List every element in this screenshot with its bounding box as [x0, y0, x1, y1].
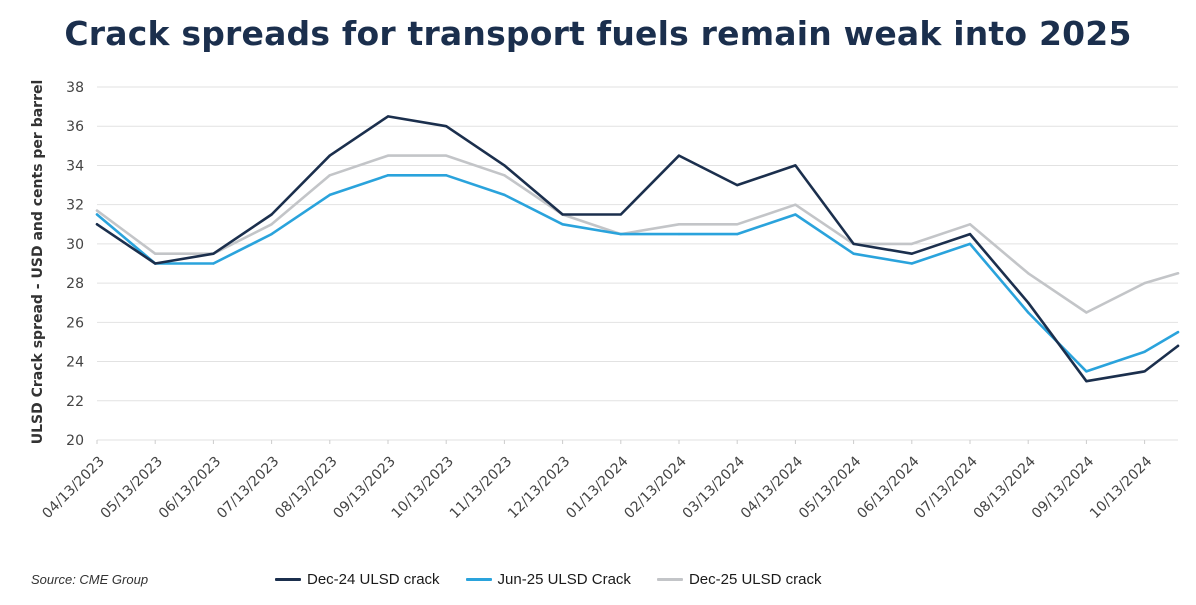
data-point — [794, 203, 797, 206]
x-tick-label: 10/13/2024 — [1087, 453, 1155, 521]
data-point — [386, 115, 390, 118]
x-tick-labels: 04/13/202305/13/202306/13/202307/13/2023… — [39, 440, 1155, 522]
data-point — [677, 154, 681, 157]
data-point — [328, 174, 331, 177]
data-point — [95, 209, 99, 212]
data-point — [794, 164, 797, 167]
data-point — [1143, 350, 1146, 353]
data-point — [677, 232, 681, 236]
data-point — [736, 232, 739, 236]
data-point — [619, 232, 622, 236]
data-point — [619, 213, 622, 216]
data-point — [1027, 301, 1030, 304]
data-point — [852, 242, 855, 246]
chart-title: Crack spreads for transport fuels remain… — [64, 14, 1132, 53]
data-point — [1176, 272, 1180, 275]
data-point — [270, 223, 273, 226]
data-point — [968, 232, 972, 236]
y-tick-label: 26 — [66, 315, 84, 331]
gridlines — [97, 86, 1178, 441]
data-point — [503, 174, 506, 177]
data-point — [1085, 370, 1088, 373]
legend-item-jun25: Jun-25 ULSD Crack — [465, 571, 631, 588]
data-point — [270, 213, 273, 216]
data-point — [794, 213, 797, 216]
data-point — [1027, 311, 1030, 314]
data-point — [561, 213, 564, 216]
data-point — [445, 154, 448, 157]
legend-swatch — [275, 578, 301, 581]
legend: Dec-24 ULSD crack Jun-25 ULSD Crack Dec-… — [275, 571, 821, 588]
legend-label: Dec-24 ULSD crack — [307, 571, 440, 588]
data-point — [154, 262, 157, 265]
series-line-0 — [95, 115, 1180, 383]
data-point — [1027, 272, 1030, 275]
legend-item-dec25: Dec-25 ULSD crack — [656, 571, 822, 588]
y-axis-label: ULSD Crack spread - USD and cents per ba… — [30, 80, 46, 445]
legend-swatch — [656, 578, 683, 581]
y-tick-label: 30 — [66, 237, 84, 253]
data-point — [212, 252, 215, 255]
data-point — [910, 262, 913, 265]
source-note: Source: CME Group — [31, 572, 149, 587]
data-point — [95, 223, 99, 226]
legend-label: Jun-25 ULSD Crack — [497, 571, 631, 588]
data-point — [95, 213, 99, 216]
data-point — [1085, 379, 1088, 383]
data-point — [503, 164, 506, 167]
data-point — [910, 252, 913, 255]
data-point — [270, 232, 273, 236]
y-tick-label: 20 — [66, 433, 84, 449]
y-tick-label: 32 — [66, 198, 84, 214]
data-point — [1085, 311, 1088, 314]
series-line-1 — [95, 174, 1180, 373]
y-tick-labels: 20 22 24 26 28 30 32 34 36 38 — [66, 80, 84, 449]
data-point — [1143, 370, 1146, 373]
data-point — [445, 174, 448, 177]
line-chart: 20 22 24 26 28 30 32 34 36 38 04/13/202305/13/202… — [30, 80, 1180, 522]
data-point — [852, 252, 855, 255]
legend-swatch — [465, 578, 492, 581]
y-tick-label: 36 — [66, 119, 84, 135]
data-point — [561, 223, 564, 226]
data-point — [1176, 330, 1180, 334]
y-tick-label: 24 — [66, 355, 84, 371]
series-line-2 — [95, 154, 1180, 314]
data-point — [212, 262, 215, 265]
data-point — [736, 223, 739, 226]
data-point — [968, 223, 972, 226]
legend-label: Dec-25 ULSD crack — [688, 571, 822, 588]
data-point — [1143, 281, 1146, 285]
y-tick-label: 38 — [66, 80, 84, 96]
y-tick-label: 34 — [66, 158, 84, 174]
data-point — [736, 183, 739, 187]
data-point — [910, 242, 913, 246]
legend-item-dec24: Dec-24 ULSD crack — [275, 571, 440, 588]
data-point — [386, 174, 390, 177]
series-lines — [95, 115, 1180, 383]
data-point — [328, 193, 331, 197]
data-point — [386, 154, 390, 157]
data-point — [968, 242, 972, 246]
data-point — [503, 193, 506, 197]
data-point — [328, 154, 331, 157]
data-point — [677, 223, 681, 226]
data-point — [154, 252, 157, 255]
data-point — [445, 125, 448, 128]
data-point — [1176, 344, 1180, 348]
y-tick-label: 22 — [66, 394, 84, 410]
y-tick-label: 28 — [66, 276, 84, 292]
